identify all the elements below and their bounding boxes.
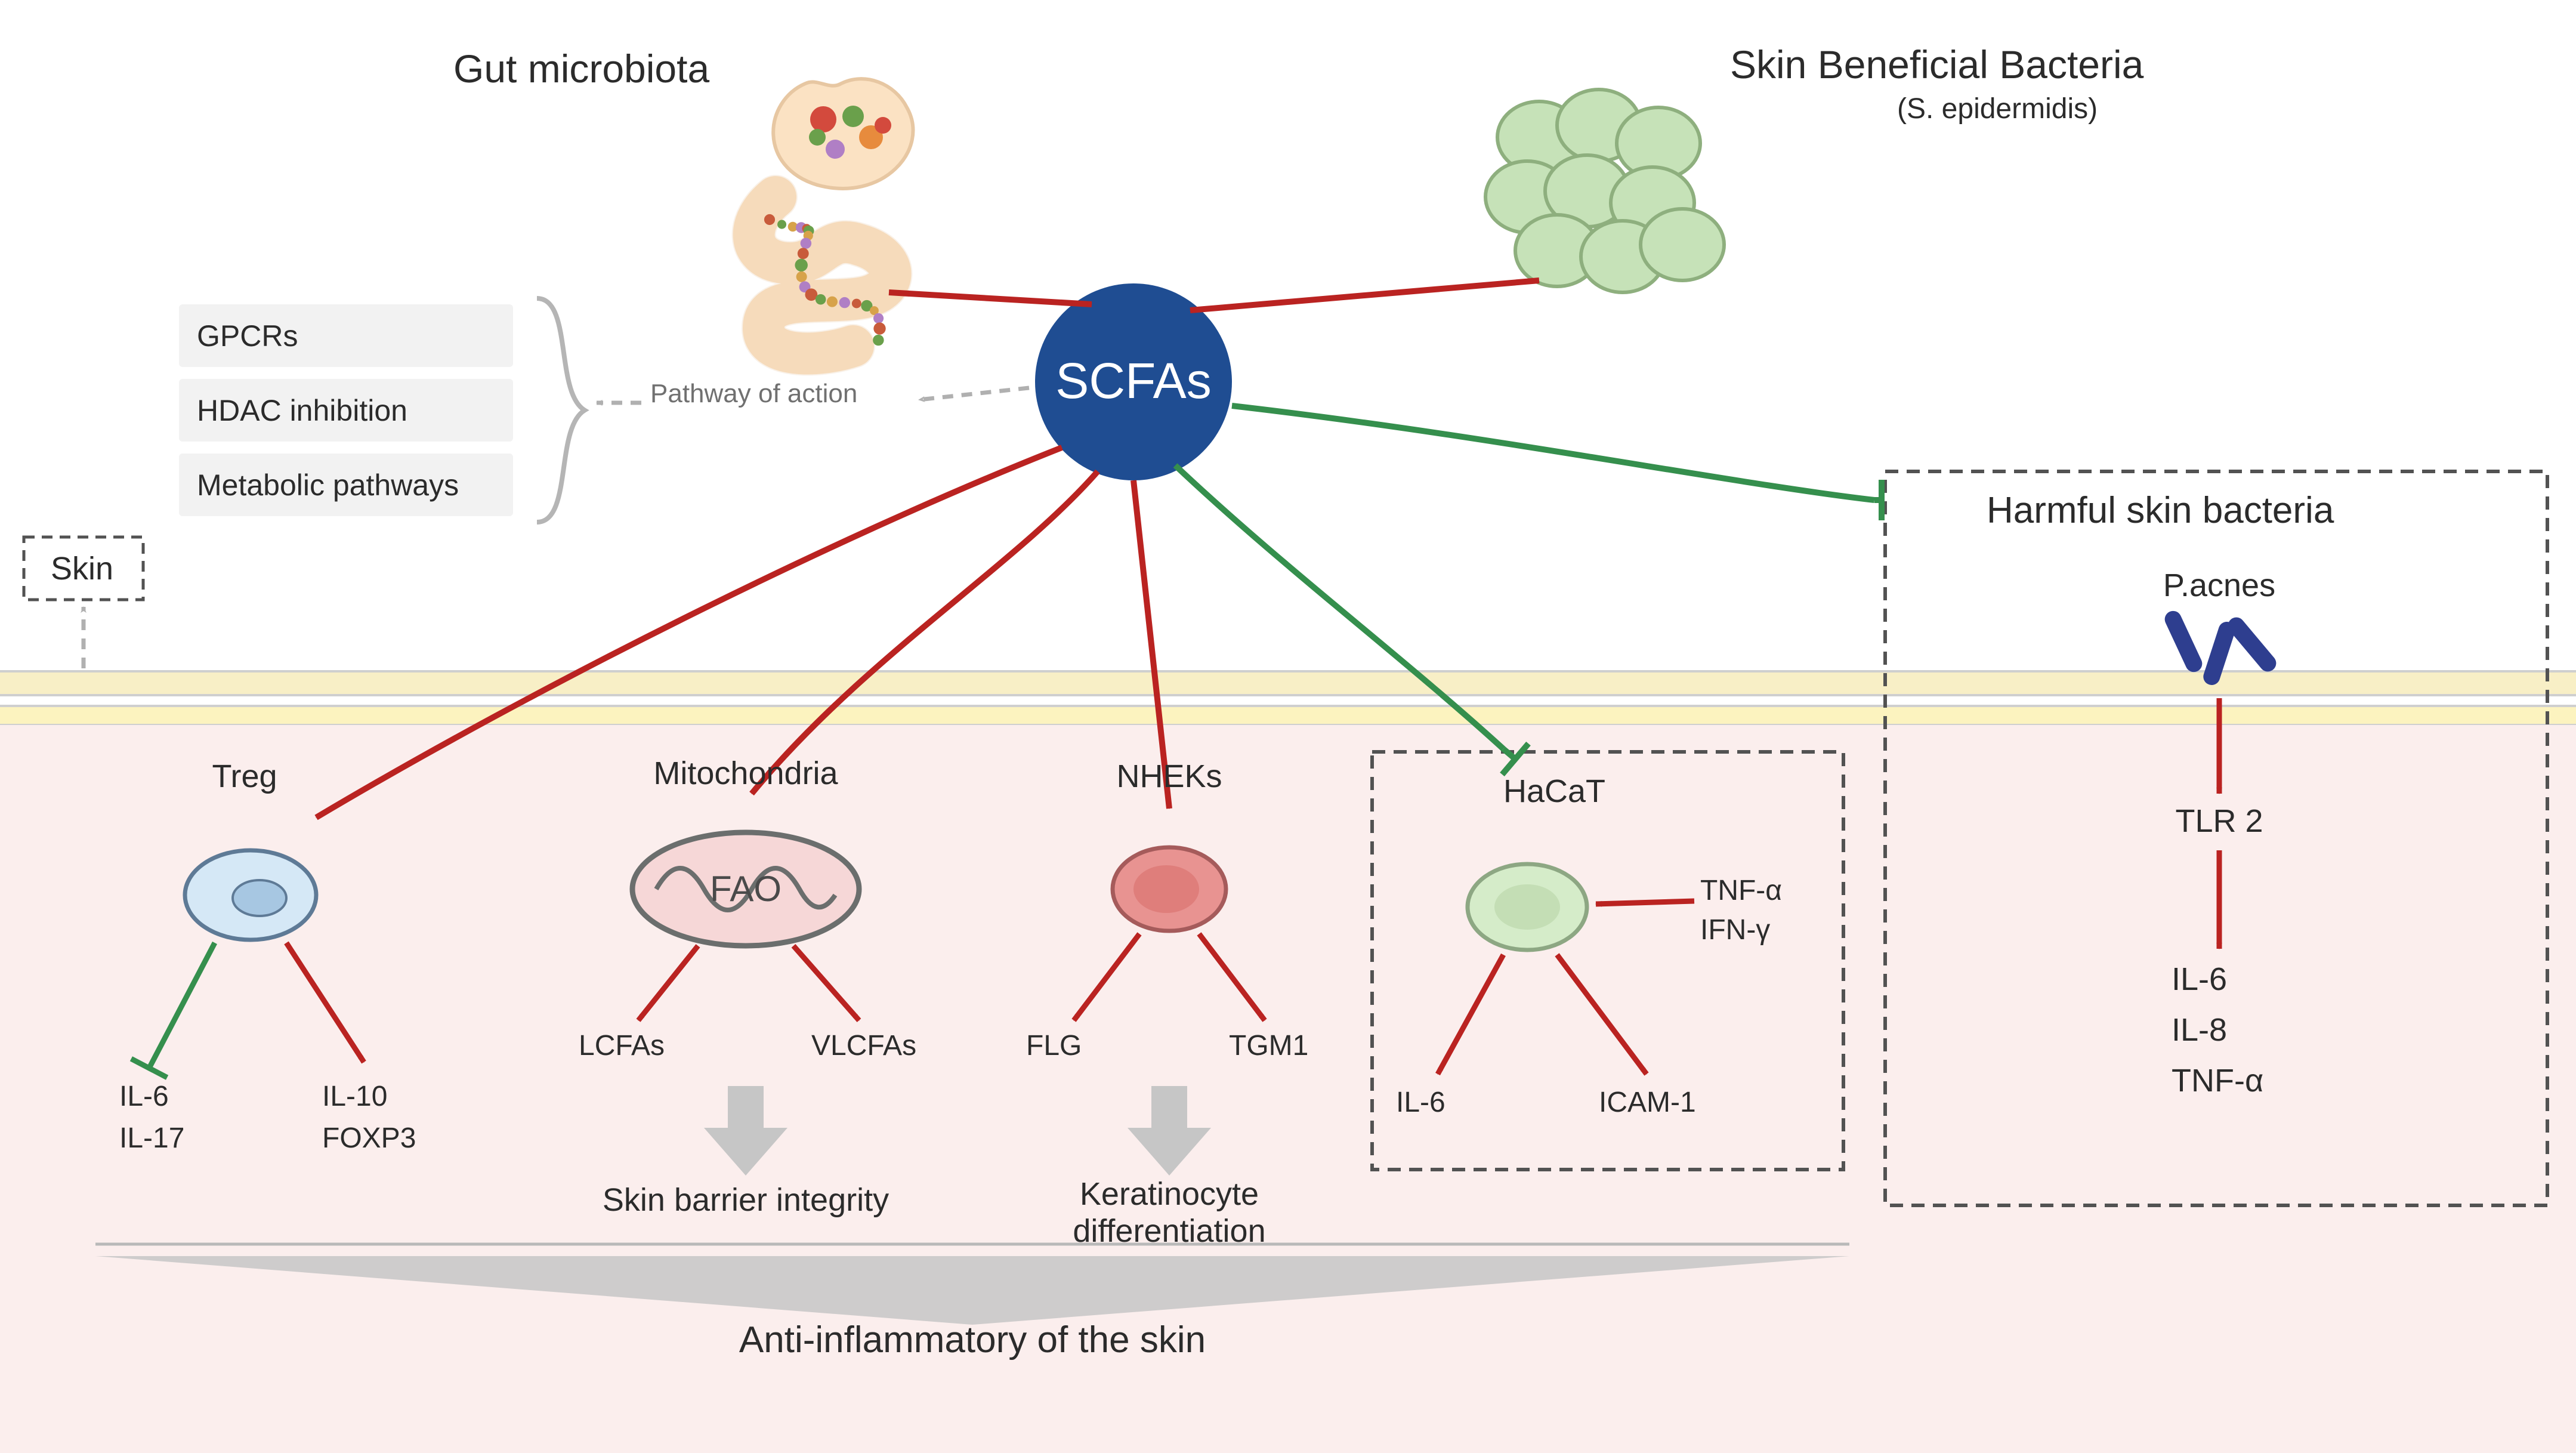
- pathway-box-label: Metabolic pathways: [197, 468, 459, 502]
- scfa-label: SCFAs: [1055, 352, 1211, 410]
- skin-tag: Skin: [51, 550, 113, 587]
- skin-band-2: [0, 706, 2576, 725]
- beneficial-title: Skin Beneficial Bacteria: [1730, 42, 2143, 87]
- nhek-l: FLG: [1026, 1029, 1082, 1062]
- hacat-stim: TNF-α: [1700, 874, 1782, 907]
- mito-title: Mitochondria: [653, 755, 838, 792]
- pathway-box-label: GPCRs: [197, 319, 298, 353]
- treg-dr: IL-10: [322, 1080, 387, 1113]
- mito-outcome: Skin barrier integrity: [603, 1181, 889, 1218]
- mito-r: VLCFAs: [811, 1029, 916, 1062]
- arrow: [1190, 280, 1539, 310]
- treg-dl: IL-17: [119, 1122, 184, 1155]
- gut-icon: [754, 79, 913, 353]
- pacnes-out: IL-8: [2172, 1011, 2227, 1048]
- pacnes-tlr: TLR 2: [2175, 803, 2263, 840]
- harmful-title: Harmful skin bacteria: [1987, 489, 2334, 532]
- pacnes-rod: [2162, 608, 2205, 675]
- nhek-r: TGM1: [1229, 1029, 1308, 1062]
- summary-text: Anti-inflammatory of the skin: [739, 1319, 1206, 1361]
- gut-title: Gut microbiota: [453, 46, 709, 91]
- hacat-r: ICAM-1: [1599, 1086, 1696, 1119]
- arrow: [889, 292, 1092, 304]
- mito-center: FAO: [710, 868, 782, 909]
- pacnes-rod: [2225, 614, 2280, 675]
- pacnes-out: TNF-α: [2172, 1062, 2263, 1099]
- hacat-l: IL-6: [1396, 1086, 1445, 1119]
- pathway-box-label: HDAC inhibition: [197, 393, 407, 428]
- treg-dr: FOXP3: [322, 1122, 416, 1155]
- hacat-stim: IFN-γ: [1700, 914, 1770, 946]
- brace: [537, 298, 585, 522]
- arrow: [919, 388, 1029, 400]
- nhek-title: NHEKs: [1116, 758, 1222, 795]
- arrow: [1596, 901, 1694, 904]
- bacteria-cluster: [1485, 90, 1724, 292]
- nhek-outcome: Keratinocyte differentiation: [1073, 1176, 1265, 1250]
- skin-band-1: [0, 671, 2576, 695]
- treg-dl: IL-6: [119, 1080, 169, 1113]
- pacnes-out: IL-6: [2172, 961, 2227, 998]
- hacat-title: HaCaT: [1503, 773, 1605, 810]
- beneficial-sub: (S. epidermidis): [1897, 92, 2098, 125]
- pathway-label: Pathway of action: [650, 379, 857, 409]
- mito-l: LCFAs: [579, 1029, 665, 1062]
- pacnes-title: P.acnes: [2163, 567, 2275, 604]
- treg-title: Treg: [212, 758, 277, 795]
